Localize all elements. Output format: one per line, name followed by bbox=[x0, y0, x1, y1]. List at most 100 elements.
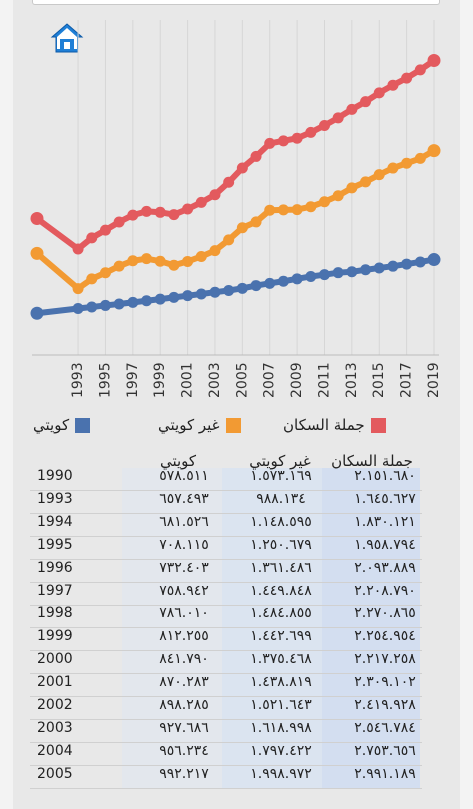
population-line-chart: 1993 1995 1997 1999 2001 2003 2005 2007 2009 2011… bbox=[30, 20, 442, 398]
data-point bbox=[360, 176, 372, 188]
total-cell: ٢.٥٤٦.٧٨٤ bbox=[354, 719, 416, 736]
legend-label-kuwaiti: كويتي bbox=[33, 416, 70, 434]
kuwaiti-cell: ٧٠٨.١١٥ bbox=[159, 536, 209, 553]
x-tick-label: 1993 bbox=[70, 362, 86, 398]
data-point bbox=[154, 255, 166, 267]
non-kuwaiti-cell: ١.٧٩٧.٤٢٢ bbox=[250, 742, 312, 759]
table-row: 1999 ٨١٢.٢٥٥ ١.٤٤٢.٦٩٩ ٢.٢٥٤.٩٥٤ bbox=[30, 628, 422, 652]
data-point bbox=[305, 126, 317, 138]
data-point bbox=[72, 302, 84, 314]
data-point bbox=[86, 301, 98, 313]
year-cell: 1998 bbox=[37, 605, 73, 622]
search-bar[interactable] bbox=[32, 0, 440, 5]
data-point bbox=[427, 144, 441, 158]
data-point bbox=[223, 176, 235, 188]
table-row: 2000 ٨٤١.٧٩٠ ١.٣٧٥.٤٦٨ ٢.٢١٧.٢٥٨ bbox=[30, 651, 422, 675]
data-point bbox=[195, 288, 207, 300]
data-point bbox=[277, 275, 289, 287]
data-point bbox=[127, 255, 139, 267]
kuwaiti-cell: ٥٧٨.٥١١ bbox=[159, 468, 209, 484]
data-point bbox=[291, 273, 303, 285]
data-point bbox=[346, 182, 358, 194]
kuwaiti-cell: ٩٥٦.٢٣٤ bbox=[159, 742, 209, 759]
data-point bbox=[182, 255, 194, 267]
data-point bbox=[209, 189, 221, 201]
data-point bbox=[195, 196, 207, 208]
non-kuwaiti-cell: ١.٤٤٩.٨٤٨ bbox=[250, 582, 312, 599]
data-point bbox=[291, 204, 303, 216]
data-point bbox=[373, 262, 385, 274]
row-divider bbox=[30, 650, 422, 652]
row-divider bbox=[30, 696, 422, 698]
year-cell: 2004 bbox=[37, 742, 73, 759]
data-point bbox=[99, 299, 111, 311]
data-point bbox=[141, 205, 153, 217]
legend-swatch-kuwaiti bbox=[75, 417, 91, 433]
legend-item-kuwaiti: كويتي bbox=[33, 415, 91, 435]
data-point bbox=[427, 253, 441, 267]
data-point bbox=[346, 103, 358, 115]
data-point bbox=[99, 224, 111, 236]
total-cell: ٢.٧٥٣.٦٥٦ bbox=[354, 742, 416, 759]
data-point bbox=[209, 245, 221, 257]
non-kuwaiti-cell: ١.٢٥٠.٦٧٩ bbox=[250, 536, 312, 553]
kuwaiti-cell: ٨٩٨.٢٨٥ bbox=[159, 697, 209, 713]
data-point bbox=[127, 296, 139, 308]
total-cell: ٢.٤١٩.٩٢٨ bbox=[354, 697, 416, 713]
data-point bbox=[346, 266, 358, 278]
data-point bbox=[305, 201, 317, 213]
data-point bbox=[236, 162, 248, 174]
x-tick-label: 2011 bbox=[316, 362, 332, 398]
table-row: 2004 ٩٥٦.٢٣٤ ١.٧٩٧.٤٢٢ ٢.٧٥٣.٦٥٦ bbox=[30, 742, 422, 766]
data-point bbox=[168, 259, 180, 271]
year-cell: 1997 bbox=[37, 582, 73, 599]
non-kuwaiti-cell: ١.١٤٨.٥٩٥ bbox=[250, 513, 312, 530]
year-cell: 1996 bbox=[37, 559, 73, 576]
legend-swatch-total bbox=[370, 417, 386, 433]
data-point bbox=[250, 280, 262, 292]
row-divider bbox=[30, 512, 422, 514]
data-point bbox=[360, 264, 372, 276]
row-divider bbox=[30, 764, 422, 766]
non-kuwaiti-cell: ١.٤٨٤.٨٥٥ bbox=[250, 605, 312, 622]
data-point bbox=[291, 132, 303, 144]
data-point bbox=[277, 204, 289, 216]
total-cell: ٢.٩٩١.١٨٩ bbox=[354, 765, 416, 782]
total-cell: ٢.٢١٧.٢٥٨ bbox=[354, 651, 416, 668]
home-button[interactable] bbox=[50, 22, 84, 54]
data-point bbox=[168, 291, 180, 303]
data-point bbox=[30, 246, 44, 260]
data-point bbox=[223, 234, 235, 246]
total-cell: ٢.٠٩٣.٨٨٩ bbox=[354, 559, 416, 576]
year-cell: 2000 bbox=[37, 651, 73, 668]
total-cell: ٢.١٥١.٦٨٠ bbox=[354, 468, 416, 484]
data-point bbox=[141, 295, 153, 307]
data-point bbox=[168, 209, 180, 221]
series-line-0 bbox=[35, 58, 436, 252]
data-point bbox=[72, 243, 84, 255]
data-point bbox=[250, 150, 262, 162]
table-row: 1994 ٦٨١.٥٢٦ ١.١٤٨.٥٩٥ ١.٨٣٠.١٢١ bbox=[30, 513, 422, 537]
legend-swatch-non-kuwaiti bbox=[225, 417, 241, 433]
header-non-kuwaiti: غير كويتي bbox=[249, 452, 311, 470]
data-point bbox=[30, 212, 44, 226]
non-kuwaiti-cell: ١.٤٤٢.٦٩٩ bbox=[250, 628, 312, 645]
data-point bbox=[332, 267, 344, 279]
table-row: 2002 ٨٩٨.٢٨٥ ١.٥٢١.٦٤٣ ٢.٤١٩.٩٢٨ bbox=[30, 697, 422, 720]
data-point bbox=[113, 216, 125, 228]
year-cell: 1993 bbox=[37, 490, 73, 507]
x-tick-label: 2015 bbox=[371, 362, 387, 398]
kuwaiti-cell: ٨٧٠.٢٨٣ bbox=[159, 674, 209, 691]
data-point bbox=[30, 306, 44, 320]
legend-label-non-kuwaiti: غير كويتي bbox=[158, 416, 220, 434]
data-point bbox=[72, 283, 84, 295]
kuwaiti-cell: ٧٥٨.٩٤٢ bbox=[159, 582, 209, 599]
data-point bbox=[264, 204, 276, 216]
data-point bbox=[332, 112, 344, 124]
data-point bbox=[401, 72, 413, 84]
table-row: 1993 ٦٥٧.٤٩٣ ٩٨٨.١٣٤ ١.٦٤٥.٦٢٧ bbox=[30, 490, 422, 514]
year-cell: 1990 bbox=[37, 468, 73, 484]
kuwaiti-cell: ٧٨٦.٠١٠ bbox=[159, 605, 209, 622]
x-tick-label: 2009 bbox=[289, 362, 305, 398]
non-kuwaiti-cell: ١.٥٢١.٦٤٣ bbox=[250, 697, 312, 713]
